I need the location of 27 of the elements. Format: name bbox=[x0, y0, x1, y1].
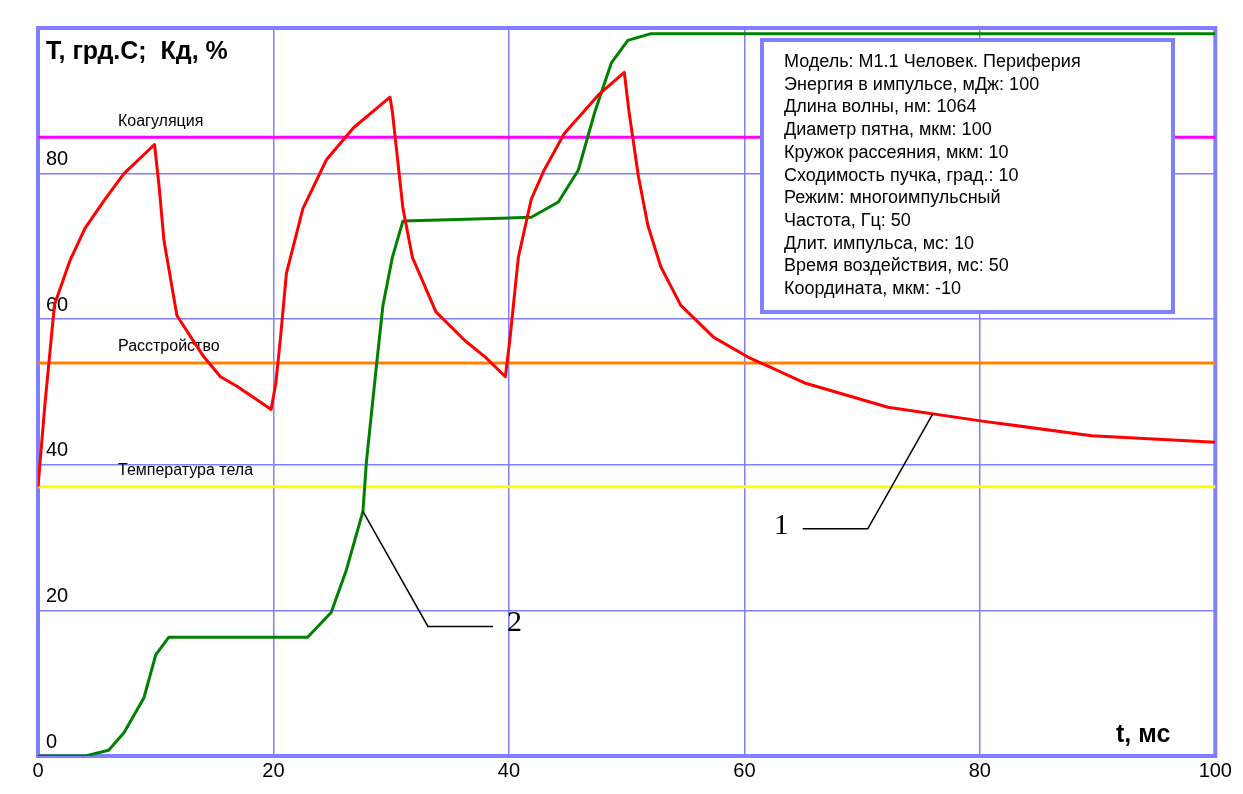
annotation: Энергия в импульсе, мДж: 100 bbox=[784, 72, 1041, 96]
ref-line-label: Коагуляция bbox=[118, 111, 204, 129]
ref-line-label: Температура тела bbox=[118, 461, 254, 479]
annotation: Длина волны, нм: 1064 bbox=[784, 95, 978, 119]
annotation: Диаметр пятна, мкм: 100 bbox=[784, 118, 993, 141]
x-tick-label: 100 bbox=[1198, 758, 1232, 781]
y-tick-label: 0 bbox=[46, 729, 58, 752]
annotation: 2 bbox=[506, 604, 522, 638]
x-tick-label: 60 bbox=[733, 758, 756, 781]
annotation: 1 bbox=[773, 506, 789, 540]
y-tick-label: 80 bbox=[46, 147, 69, 170]
annotation: Кружок рассеяния, мкм: 10 bbox=[784, 140, 1010, 164]
annotation: Время воздействия, мс: 50 bbox=[784, 254, 1010, 278]
annotation: Сходимость пучка, град.: 10 bbox=[784, 163, 1020, 187]
y-axis-title: T, грд.С; Кд, % bbox=[46, 36, 228, 65]
annotation: Длит. импульса, мс: 10 bbox=[784, 231, 976, 255]
x-tick-label: 0 bbox=[32, 758, 44, 781]
x-tick-label: 40 bbox=[497, 758, 521, 781]
x-tick-label: 80 bbox=[968, 758, 991, 781]
y-tick-label: 40 bbox=[46, 438, 69, 461]
annotation: Режим: многоимпульсный bbox=[784, 186, 1002, 209]
annotation: Частота, Гц: 50 bbox=[784, 208, 912, 232]
annotation: Координата, мкм: -10 bbox=[784, 277, 962, 300]
annotation: Модель: М1.1 Человек. Периферия bbox=[784, 50, 1082, 73]
x-axis-title: t, мс bbox=[1116, 719, 1171, 748]
x-tick-label: 20 bbox=[262, 758, 285, 781]
y-tick-label: 20 bbox=[46, 583, 69, 606]
